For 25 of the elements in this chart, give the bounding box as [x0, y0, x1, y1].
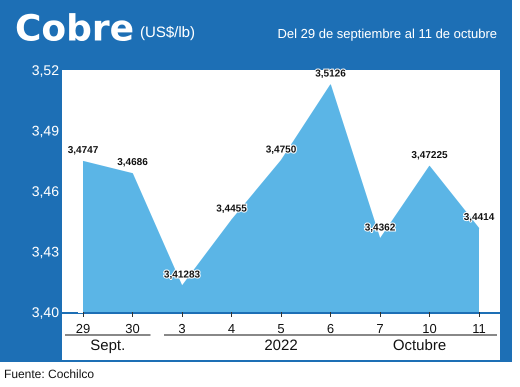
data-label: 3,47225 [411, 150, 448, 161]
x-tick-label: 10 [422, 321, 437, 336]
x-tick-label: 3 [178, 321, 186, 336]
x-tick-label: 11 [472, 321, 486, 336]
data-label: 3,4747 [68, 144, 99, 156]
chart-subtitle: Del 29 de septiembre al 11 de octubre [278, 26, 497, 41]
text: 2022 [264, 337, 298, 354]
text: Octubre [392, 337, 446, 354]
source-note: Fuente: Cochilco [4, 367, 94, 381]
x-tick-label: 30 [125, 321, 140, 336]
y-tick-label: 3,49 [32, 122, 60, 138]
x-tick-label: 6 [326, 321, 334, 336]
text: Sept. [90, 337, 126, 354]
x-tick-label: 5 [277, 321, 285, 336]
y-axis-title: (US$/lb) [140, 24, 196, 41]
y-tick-label: 3,43 [32, 244, 60, 260]
y-tick-label: 3,46 [32, 183, 60, 199]
x-tick-label: 4 [228, 321, 236, 336]
y-tick-label: 3,52 [32, 62, 60, 78]
y-tick-label: 3,40 [32, 304, 60, 320]
chart-title: Cobre [15, 8, 134, 50]
data-label: 3,4686 [117, 157, 148, 168]
x-tick-label: 29 [76, 321, 90, 336]
x-tick-label: 7 [376, 321, 384, 336]
data-label: 3,5126 [315, 68, 346, 80]
